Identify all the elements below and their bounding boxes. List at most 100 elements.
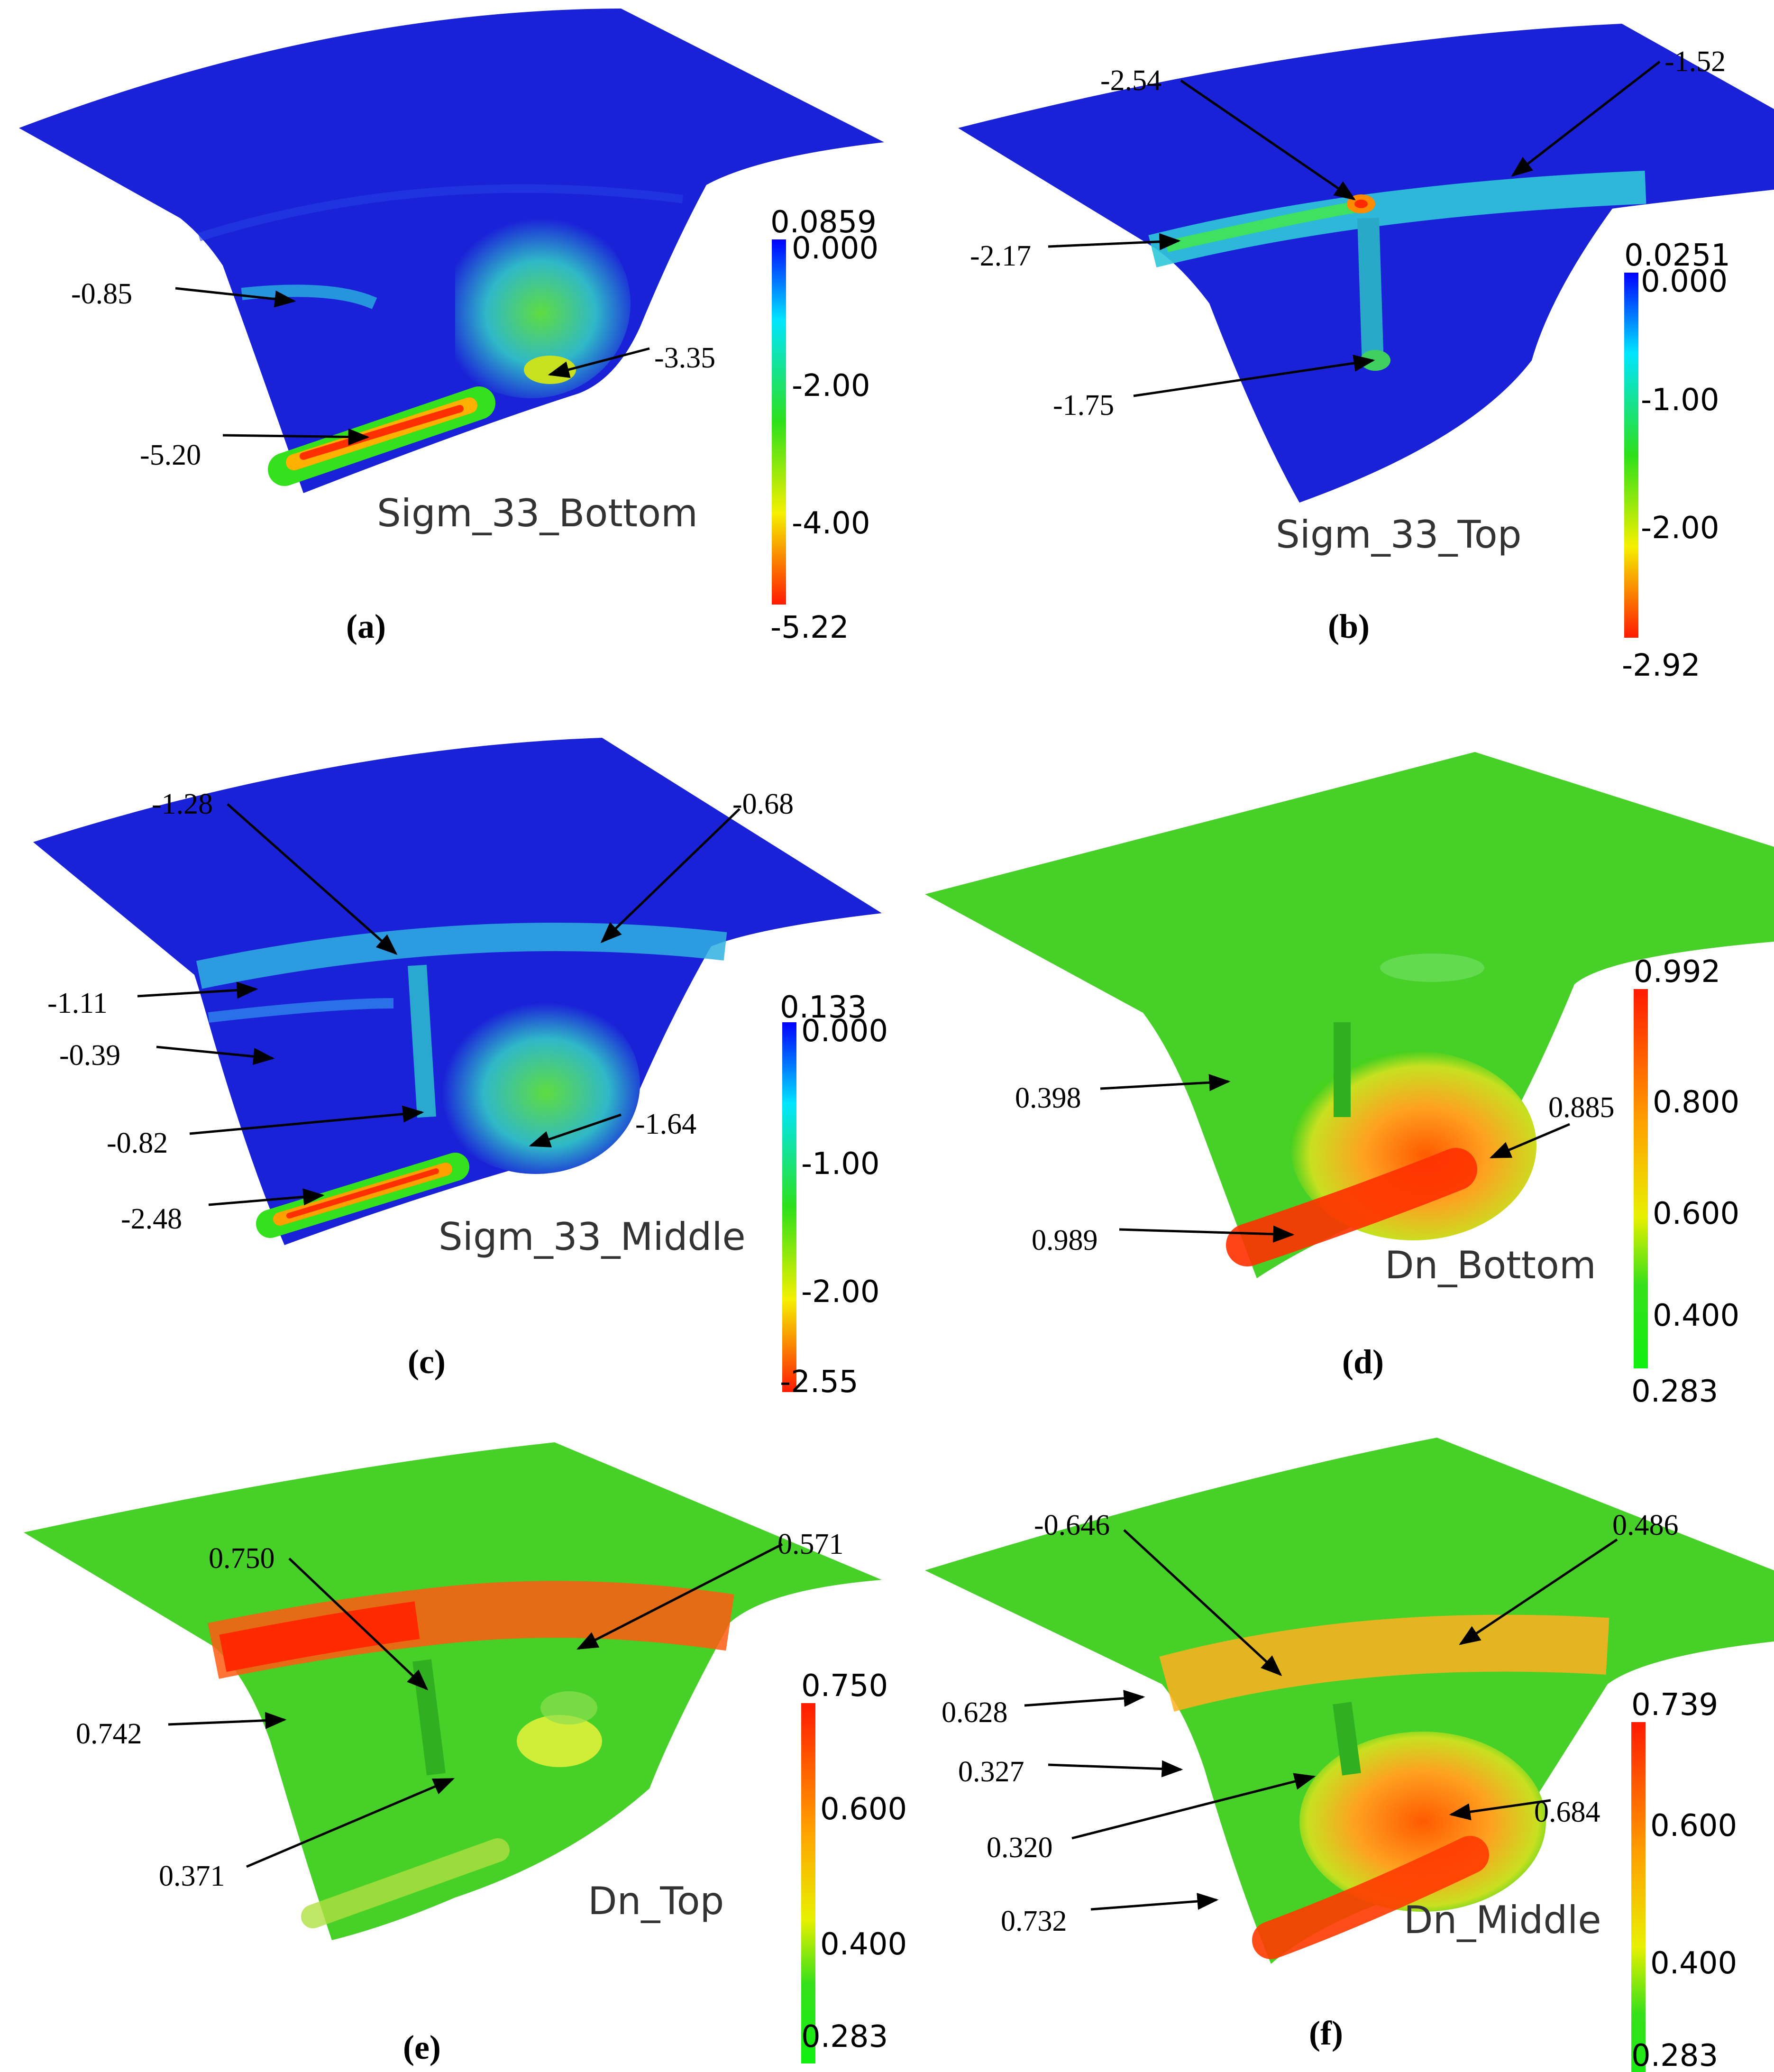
panel-f: 0.739 0.600 0.400 0.283 -0.646 0.486 0.6… (887, 1381, 1774, 2072)
annotation: 0.750 (209, 1542, 275, 1575)
annotation-arrow (1071, 1773, 1316, 1840)
annotation: -0.82 (107, 1127, 168, 1159)
panel-d: 0.992 0.800 0.600 0.400 0.283 0.398 0.88… (887, 690, 1774, 1409)
panel-label: (e) (403, 2028, 441, 2066)
annotation-arrow (1459, 1538, 1618, 1645)
colorbar-tick: 0.000 (1641, 264, 1728, 299)
annotation: 0.371 (159, 1860, 225, 1892)
annotation-arrow (189, 1105, 424, 1135)
vertical-channel (408, 964, 436, 1118)
colorbar-tick: -1.00 (801, 1146, 880, 1182)
annotation-arrow (1119, 1225, 1295, 1243)
colorbar-max: 0.750 (801, 1669, 888, 1704)
panel-b: 0.0251 0.000 -1.00 -2.00 -2.92 -2.54 -1.… (887, 0, 1774, 690)
surface-plot-f: 0.739 0.600 0.400 0.283 -0.646 0.486 0.6… (925, 1438, 1774, 2072)
colorbar-tick: -2.00 (792, 368, 870, 403)
annotation-arrow (222, 428, 370, 446)
colorbar-max: 0.0251 (1624, 238, 1730, 273)
colorbar (801, 1703, 815, 2063)
colorbar-max: 0.133 (780, 990, 867, 1025)
panel-c: 0.133 0.000 -1.00 -2.00 -2.55 -1.28 -0.6… (0, 690, 888, 1400)
bowl-region (431, 994, 640, 1174)
annotation: -1.52 (1664, 46, 1726, 78)
annotation-arrow (576, 1543, 783, 1650)
panel-label: (d) (1342, 1343, 1384, 1381)
flange-highlight (1380, 953, 1484, 982)
colorbar-tick: -2.00 (801, 1274, 880, 1310)
annotation-arrow (137, 981, 258, 999)
colorbar-min: -2.92 (1622, 648, 1701, 683)
mid-band (208, 998, 394, 1023)
colorbar-tick: 0.400 (820, 1927, 907, 1962)
annotation: -1.11 (47, 987, 108, 1019)
annotation: -2.17 (970, 240, 1031, 272)
hot-strip-core (300, 405, 464, 460)
annotation-arrow (548, 347, 650, 378)
field-caption: Sigm_33_Middle (439, 1215, 746, 1259)
annotation-arrow (1100, 1074, 1231, 1091)
annotation-arrow (1511, 61, 1661, 177)
vertical-channel (1357, 218, 1384, 366)
upper-band (196, 923, 727, 989)
annotation-arrow (288, 1558, 429, 1691)
colorbar (782, 1022, 796, 1392)
annotation-arrow (168, 1712, 287, 1729)
vertical-channel (427, 223, 455, 365)
colorbar-tick: 0.000 (792, 231, 878, 266)
annotation-arrow (208, 1188, 325, 1206)
panel-a: 0.0859 0.000 -2.00 -4.00 -5.22 -0.85 -3.… (0, 0, 887, 690)
colorbar-tick: -2.00 (1641, 511, 1719, 546)
annotation-arrow (1489, 1123, 1570, 1159)
channel-end-spot (1360, 350, 1390, 371)
colorbar-tick: -4.00 (792, 506, 870, 541)
annotation: -1.64 (635, 1108, 696, 1140)
flange-arc (198, 184, 684, 241)
colorbar-max: 0.992 (1634, 954, 1720, 990)
colorbar-min: 0.283 (1631, 2038, 1718, 2072)
hot-strip (1252, 1836, 1489, 1959)
surface-plot-c: 0.133 0.000 -1.00 -2.00 -2.55 -1.28 -0.6… (33, 738, 888, 1400)
stamped-sheet (925, 1438, 1774, 1964)
annotation-arrow (1123, 1529, 1282, 1677)
flange-highlight (540, 1691, 597, 1724)
annotation-arrow (175, 287, 296, 308)
colorbar-max: 0.739 (1631, 1687, 1718, 1723)
annotation: -2.48 (121, 1203, 182, 1235)
annotation-arrow (1449, 1799, 1551, 1821)
stamped-sheet (24, 1442, 882, 1940)
field-caption: Dn_Middle (1404, 1898, 1601, 1942)
colorbar-min: -5.22 (770, 610, 849, 645)
annotation-arrow (227, 803, 398, 955)
panel-e: 0.750 0.600 0.400 0.283 0.750 0.571 0.74… (0, 1381, 907, 2071)
bowl-region (431, 209, 631, 398)
upper-band (241, 284, 377, 309)
annotation: -0.85 (71, 278, 132, 310)
annotation: -3.35 (654, 342, 715, 374)
annotation: 0.989 (1032, 1224, 1098, 1256)
annotation: 0.327 (958, 1756, 1024, 1788)
annotation: 0.320 (987, 1832, 1053, 1864)
colorbar-tick: 0.600 (1650, 1808, 1737, 1843)
field-caption: Dn_Bottom (1385, 1243, 1596, 1287)
surface-plot-e: 0.750 0.600 0.400 0.283 0.750 0.571 0.74… (24, 1442, 907, 2066)
surface-plot-b: 0.0251 0.000 -1.00 -2.00 -2.92 -2.54 -1.… (958, 24, 1774, 683)
annotation-arrow (600, 808, 741, 944)
lower-strip (301, 1838, 510, 1928)
annotation: -0.39 (59, 1039, 120, 1072)
annotation: -2.54 (1100, 64, 1161, 97)
hot-spot-core (1354, 200, 1368, 208)
annotation: 0.571 (777, 1528, 844, 1560)
field-caption: Dn_Top (588, 1879, 724, 1923)
panel-label: (a) (346, 607, 386, 645)
colorbar (1631, 1722, 1646, 2072)
field-caption: Sigm_33_Bottom (377, 491, 698, 535)
annotation: -5.20 (140, 439, 201, 471)
annotation: 0.732 (1001, 1905, 1067, 1937)
bowl-highlight (517, 1715, 602, 1767)
surface-plot-a: 0.0859 0.000 -2.00 -4.00 -5.22 -0.85 -3.… (19, 9, 884, 645)
annotation: 0.398 (1015, 1082, 1081, 1114)
annotation-arrow (529, 1113, 622, 1147)
annotation: 0.742 (76, 1718, 142, 1750)
colorbar-tick: -1.00 (1641, 383, 1719, 418)
